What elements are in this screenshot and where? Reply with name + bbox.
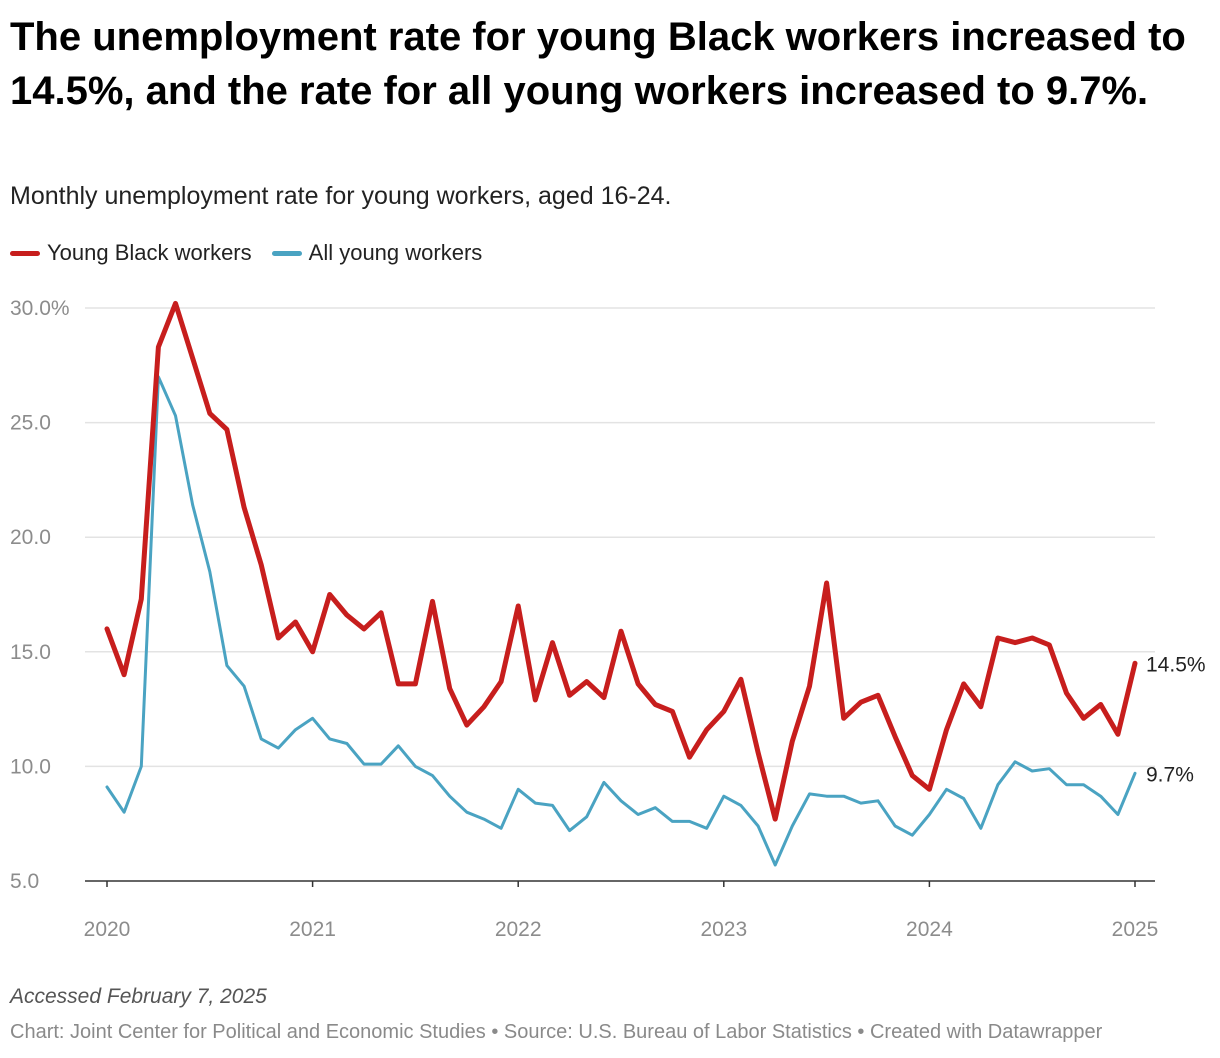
x-tick-label: 2022 <box>495 918 542 941</box>
y-tick-label: 20.0 <box>10 526 51 549</box>
y-tick-label: 15.0 <box>10 641 51 664</box>
x-axis: 2020 2021 2022 2023 2024 2025 <box>84 880 1159 941</box>
series-line-all <box>105 375 1137 867</box>
legend-swatch-all <box>271 250 302 256</box>
source-footer: Chart: Joint Center for Political and Ec… <box>10 1021 1103 1043</box>
chart-title: The unemployment rate for young Black wo… <box>10 15 1186 113</box>
legend-swatch-black <box>10 250 40 256</box>
legend-label-all: All young workers <box>308 240 483 265</box>
y-tick-label: 25.0 <box>10 412 51 435</box>
x-tick-label: 2024 <box>906 918 953 941</box>
legend-label-black: Young Black workers <box>47 240 252 265</box>
legend: Young Black workers All young workers <box>10 240 502 266</box>
x-tick-label: 2020 <box>84 918 131 941</box>
y-tick-label: 5.0 <box>10 870 39 893</box>
legend-item-black: Young Black workers <box>10 240 252 266</box>
y-tick-label: 10.0 <box>10 755 51 778</box>
end-labels: 9.7% 14.5% <box>1146 653 1206 786</box>
series <box>104 300 1138 867</box>
y-tick-label: 30.0% <box>10 297 70 320</box>
x-tick-label: 2021 <box>289 918 336 941</box>
end-label-black: 14.5% <box>1146 653 1206 676</box>
x-tick-label: 2023 <box>700 918 747 941</box>
grid <box>85 307 1155 768</box>
legend-item-all: All young workers <box>271 240 483 266</box>
series-line-black <box>104 300 1138 822</box>
chart-subtitle: Monthly unemployment rate for young work… <box>10 182 672 210</box>
x-tick-label: 2025 <box>1112 918 1159 941</box>
y-axis-ticks: 30.0% 25.0 20.0 15.0 10.0 5.0 <box>10 297 70 893</box>
accessed-note: Accessed February 7, 2025 <box>10 985 267 1008</box>
end-label-all: 9.7% <box>1146 763 1194 786</box>
